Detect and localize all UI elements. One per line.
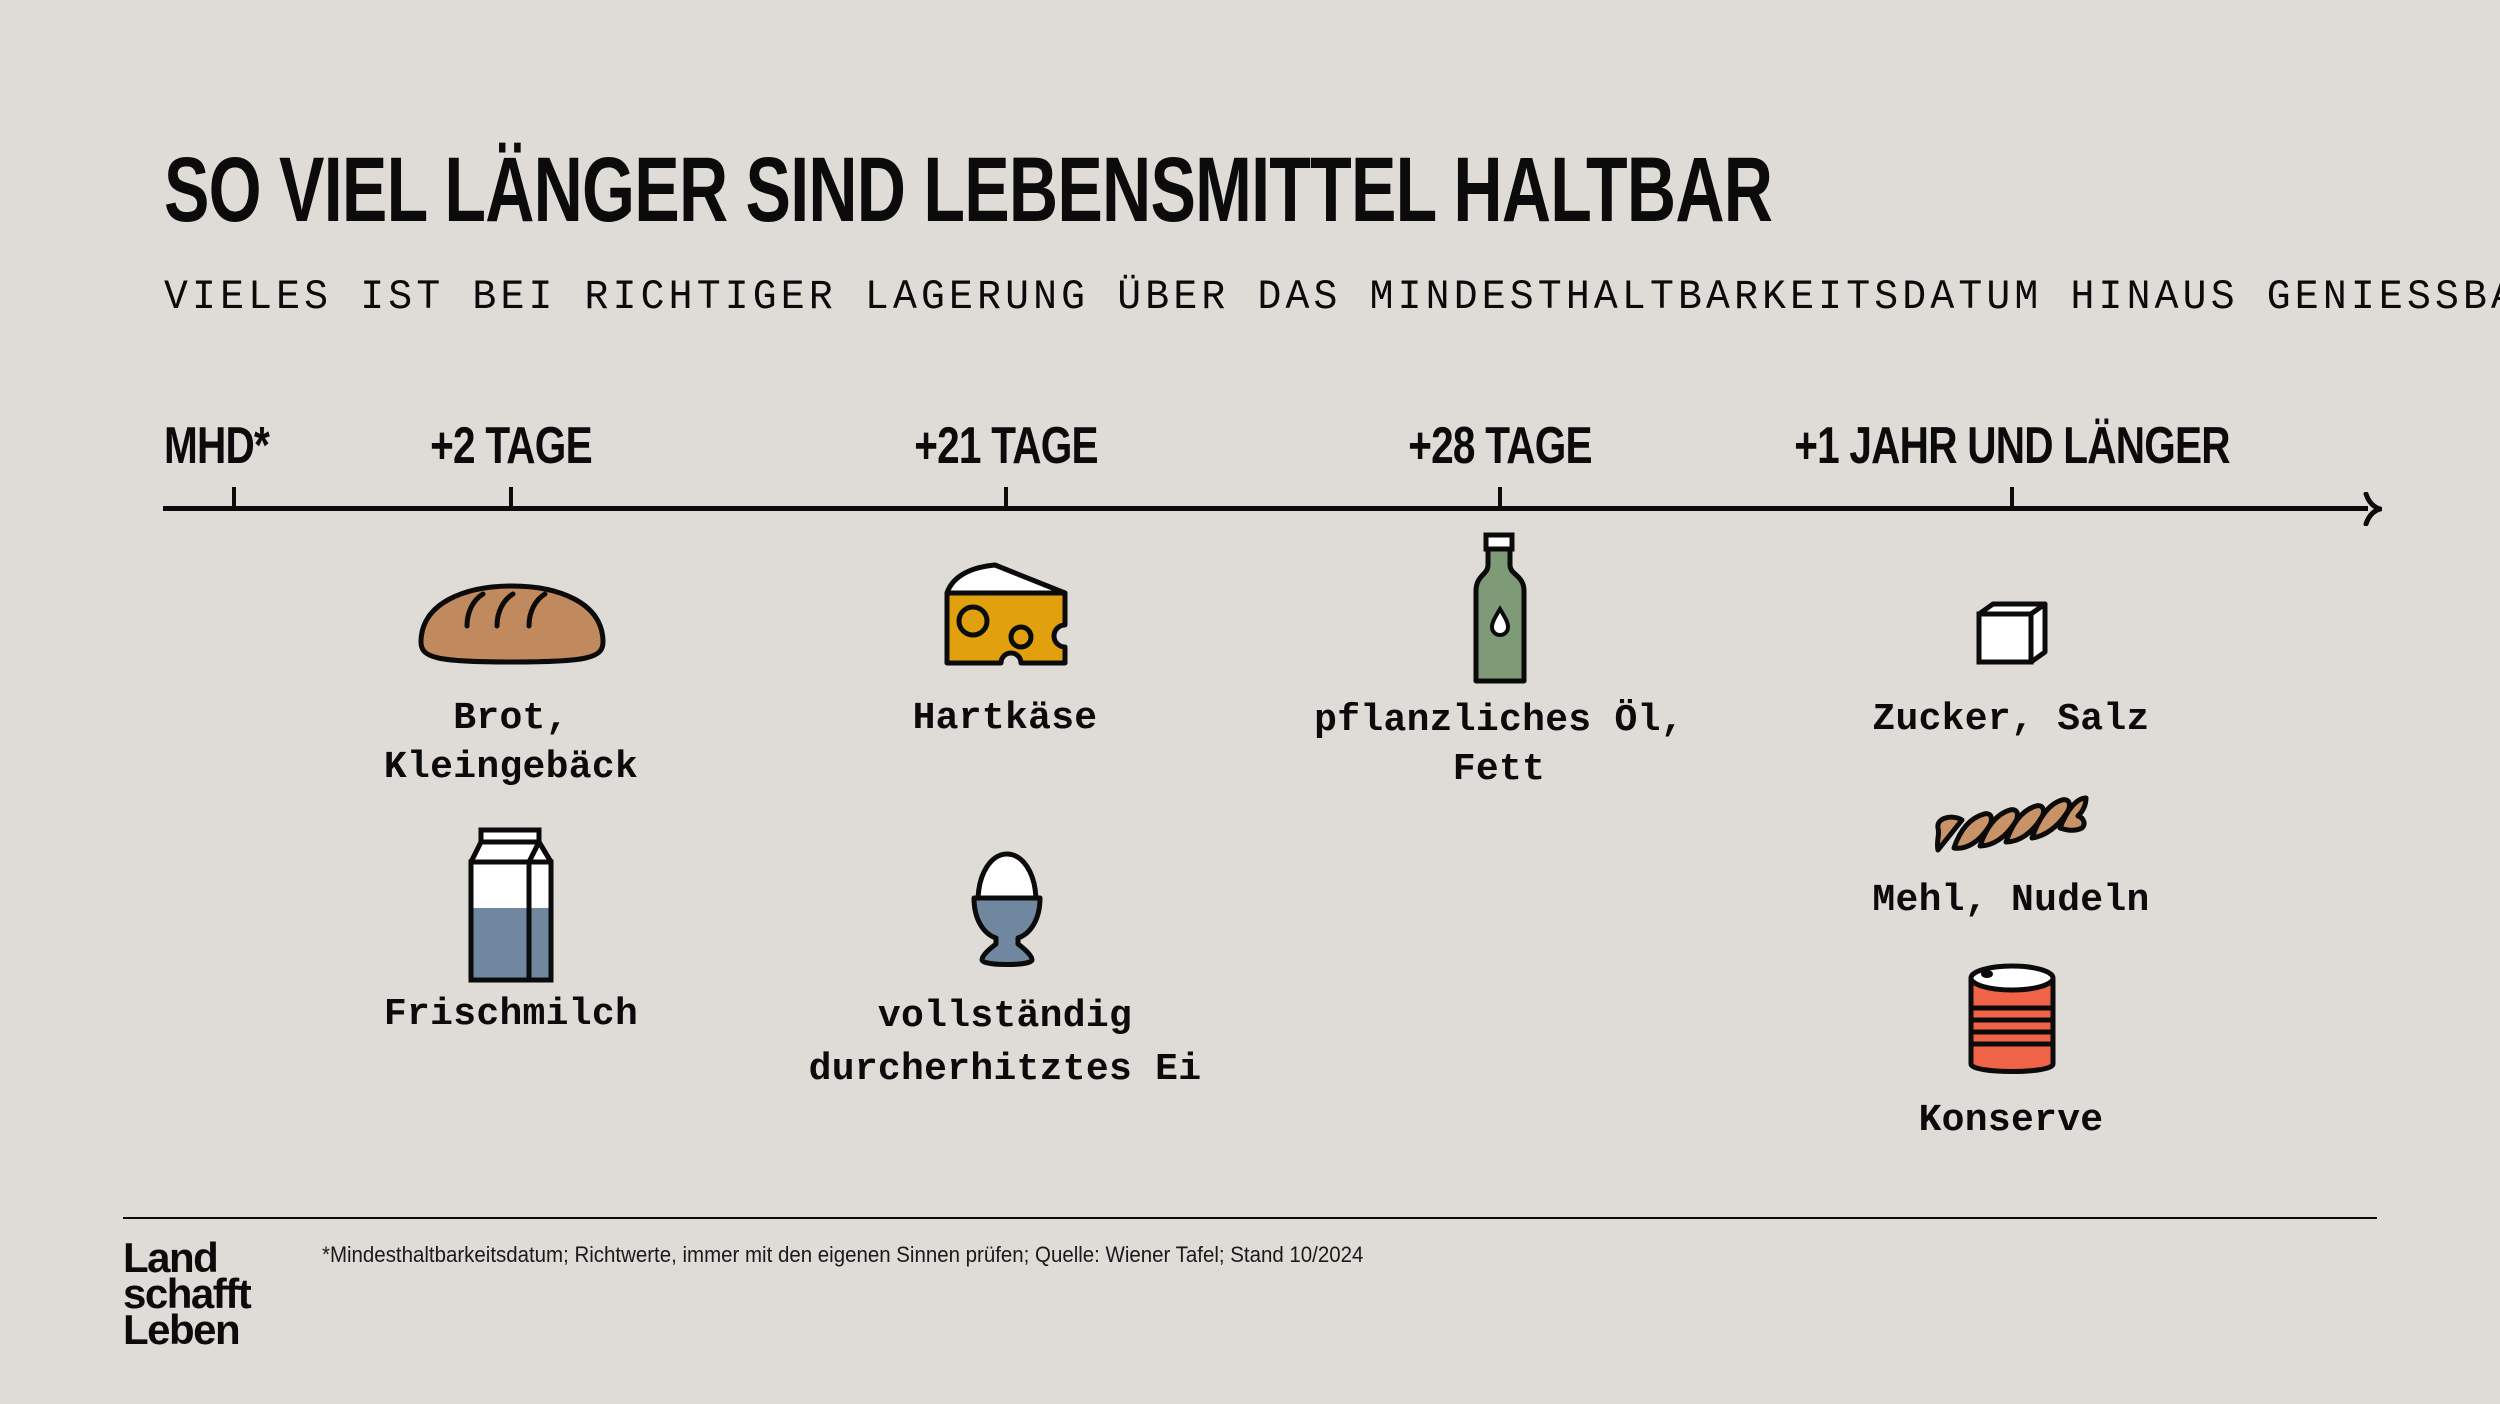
- item-label-line: Brot,: [453, 697, 569, 740]
- item-label-line: Kleingebäck: [383, 746, 639, 789]
- timeline-axis: [163, 506, 2368, 511]
- milk-carton-icon: [468, 827, 554, 983]
- page-title-text: SO VIEL LÄNGER SIND LEBENSMITTEL HALTBAR: [164, 139, 1773, 241]
- brand-logo: Land schafft Leben: [123, 1234, 252, 1353]
- item-label-line: Hartkäse: [912, 697, 1098, 740]
- footnote-text: *Mindesthaltbarkeitsdatum; Richtwerte, i…: [322, 1242, 1364, 1267]
- item-label-can: Konserve: [1919, 1096, 2104, 1145]
- milestone-label-2-days: +2 TAGE: [407, 420, 614, 472]
- arrow-head-icon: [2363, 492, 2382, 526]
- page-subtitle: VIELES IST BEI RICHTIGER LAGERUNG ÜBER D…: [164, 274, 2500, 322]
- item-label-sugar: Zucker, Salz: [1872, 695, 2149, 744]
- item-label-milk: Frischmilch: [384, 990, 638, 1039]
- item-label-line: Mehl, Nudeln: [1872, 879, 2150, 922]
- item-label-line: Fett: [1452, 748, 1546, 791]
- item-label-egg: vollständig durcherhitztes Ei: [809, 990, 1202, 1096]
- tick-2-days: [509, 487, 513, 509]
- item-label-cheese: Hartkäse: [913, 694, 1098, 743]
- cheese-icon: [944, 562, 1068, 666]
- tick-mhd: [232, 487, 236, 509]
- milestone-label-1-year: +1 JAHR UND LÄNGER: [1733, 420, 2291, 472]
- tick-1-year: [2010, 487, 2014, 509]
- tick-28-days: [1498, 487, 1502, 509]
- milestone-label-mhd: MHD*: [164, 420, 299, 472]
- item-label-line: Zucker, Salz: [1872, 698, 2150, 741]
- logo-line: Land: [123, 1234, 219, 1281]
- item-label-pasta: Mehl, Nudeln: [1872, 876, 2149, 925]
- item-label-bread: Brot, Kleingebäck: [384, 694, 638, 792]
- tin-can-icon: [1968, 963, 2056, 1074]
- sugar-cube-icon: [1976, 601, 2048, 665]
- item-label-line: Frischmilch: [383, 993, 639, 1036]
- page-title: SO VIEL LÄNGER SIND LEBENSMITTEL HALTBAR: [164, 140, 2015, 240]
- bread-icon: [418, 583, 606, 665]
- oil-bottle-icon: [1473, 532, 1527, 684]
- milestone-label-28-days: +28 TAGE: [1382, 420, 1617, 472]
- page-subtitle-text: VIELES IST BEI RICHTIGER LAGERUNG ÜBER D…: [164, 274, 2500, 322]
- footer-divider: [123, 1217, 2377, 1219]
- item-label-line: vollständig: [877, 995, 1133, 1038]
- milestone-label-text: +2 TAGE: [430, 417, 592, 475]
- milestone-label-text: +28 TAGE: [1408, 417, 1592, 475]
- item-label-line: pflanzliches Öl,: [1314, 699, 1684, 742]
- fusilli-pasta-icon: [1934, 795, 2089, 853]
- milestone-label-21-days: +21 TAGE: [888, 420, 1123, 472]
- tick-21-days: [1004, 487, 1008, 509]
- milestone-label-text: +21 TAGE: [914, 417, 1098, 475]
- logo-line: Leben: [123, 1306, 241, 1353]
- footnote: *Mindesthaltbarkeitsdatum; Richtwerte, i…: [322, 1242, 1442, 1268]
- milestone-label-text: +1 JAHR UND LÄNGER: [1794, 417, 2230, 475]
- egg-in-cup-icon: [971, 851, 1043, 967]
- item-label-line: durcherhitztes Ei: [808, 1048, 1202, 1091]
- item-label-line: Konserve: [1918, 1099, 2104, 1142]
- milestone-label-text: MHD*: [164, 417, 270, 475]
- logo-line: schafft: [123, 1270, 252, 1317]
- item-label-oil: pflanzliches Öl, Fett: [1314, 696, 1684, 794]
